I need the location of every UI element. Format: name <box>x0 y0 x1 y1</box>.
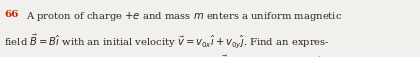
Text: sion in unit-vector notation for its velocity $\vec{v}$ at any later time $t$.: sion in unit-vector notation for its vel… <box>4 52 325 57</box>
Text: A proton of charge $+e$ and mass $m$ enters a uniform magnetic: A proton of charge $+e$ and mass $m$ ent… <box>26 10 342 23</box>
Text: 66: 66 <box>4 10 19 19</box>
Text: field $\vec{B} = B\hat{\imath}$ with an initial velocity $\vec{v} = v_{0x}\hat{\: field $\vec{B} = B\hat{\imath}$ with an … <box>4 31 330 49</box>
